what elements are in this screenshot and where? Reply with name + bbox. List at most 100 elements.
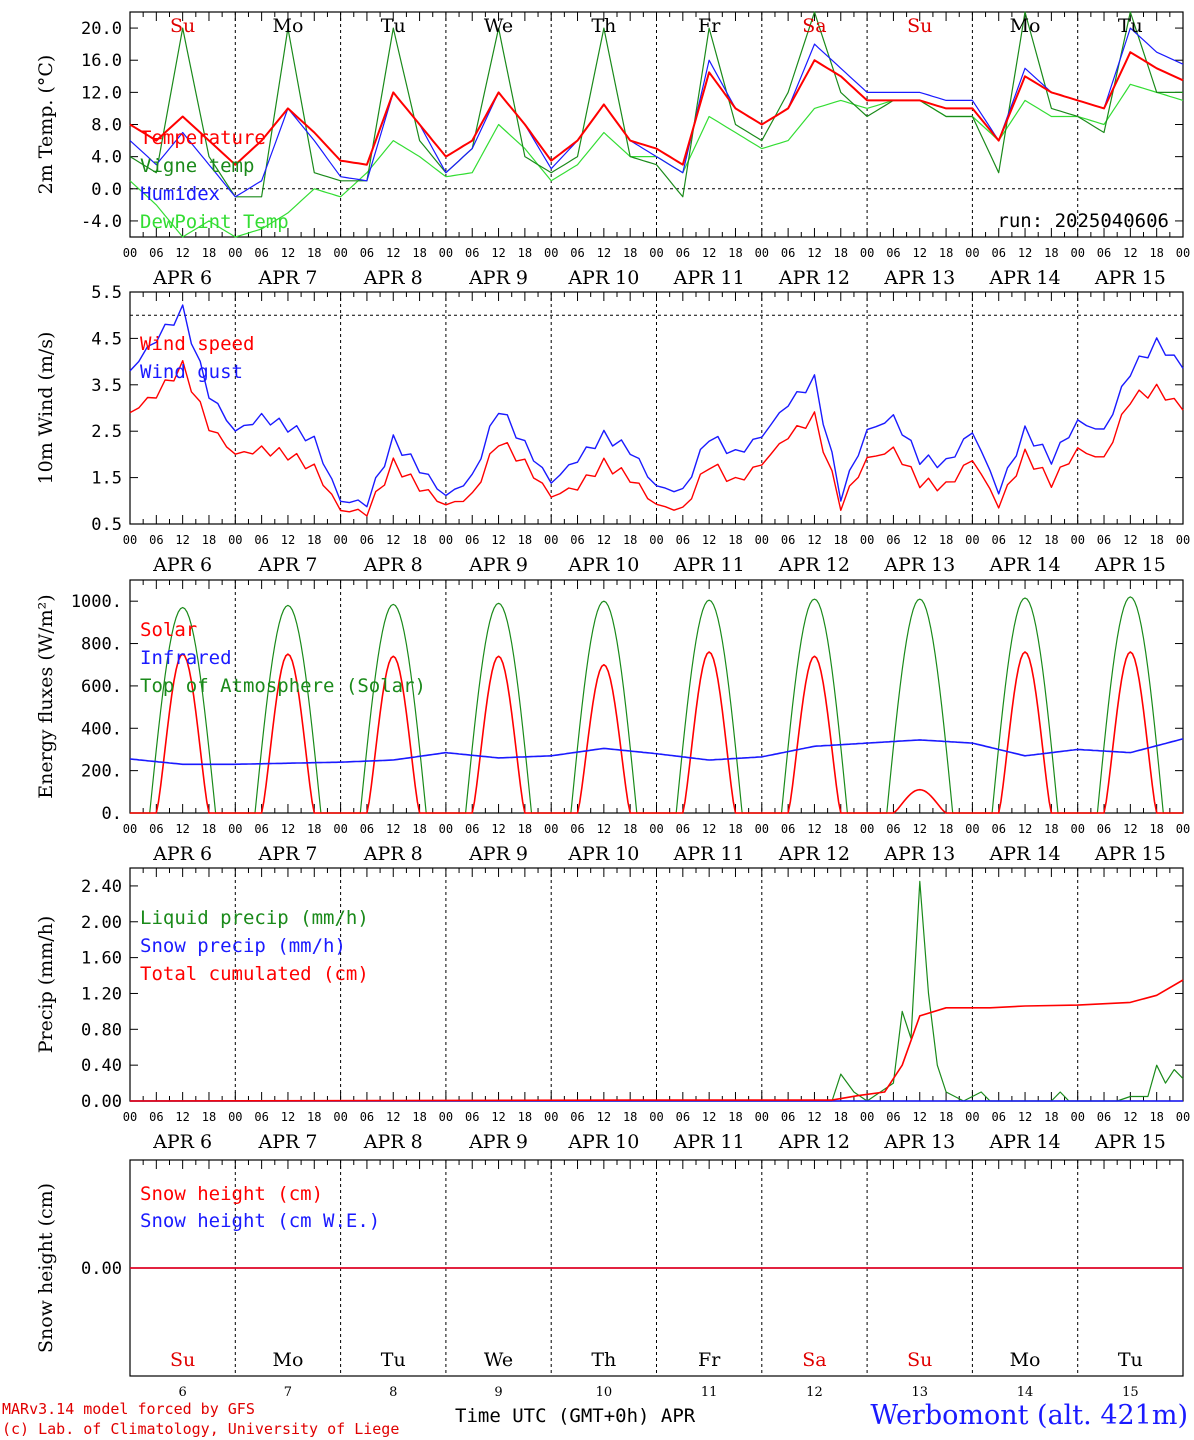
hour-tick-label: 00 xyxy=(649,1110,663,1124)
hour-tick-label: 12 xyxy=(913,1110,927,1124)
hour-tick-label: 12 xyxy=(491,1110,505,1124)
hour-tick-label: 06 xyxy=(781,822,795,836)
hour-tick-label: 06 xyxy=(570,533,584,547)
hour-tick-label: 12 xyxy=(597,822,611,836)
day-abbr: Tu xyxy=(381,1349,406,1371)
y-tick-label: 1.5 xyxy=(91,469,122,489)
hour-tick-label: 12 xyxy=(281,533,295,547)
y-tick-label: 0.5 xyxy=(91,515,122,535)
hour-tick-label: 18 xyxy=(518,1110,532,1124)
y-tick-label: 0.80 xyxy=(81,1020,122,1040)
hour-tick-label: 18 xyxy=(1044,822,1058,836)
date-label: APR 12 xyxy=(778,267,850,289)
hour-tick-label: 06 xyxy=(254,1110,268,1124)
hour-tick-label: 18 xyxy=(728,822,742,836)
hour-tick-label: 18 xyxy=(1149,822,1163,836)
hour-tick-label: 18 xyxy=(1044,246,1058,260)
hour-tick-label: 18 xyxy=(518,533,532,547)
hour-tick-label: 12 xyxy=(386,246,400,260)
hour-tick-label: 18 xyxy=(307,822,321,836)
series-temperature xyxy=(129,51,1184,166)
hour-tick-label: 06 xyxy=(886,246,900,260)
hour-tick-label: 12 xyxy=(386,1110,400,1124)
hour-tick-label: 06 xyxy=(360,246,374,260)
date-label: APR 15 xyxy=(1094,1131,1166,1153)
day-number: 9 xyxy=(494,1385,502,1400)
hour-tick-label: 12 xyxy=(597,246,611,260)
y-tick-label: 20.0 xyxy=(81,19,122,39)
hour-tick-label: 00 xyxy=(860,246,874,260)
day-abbr: Su xyxy=(907,15,932,37)
hour-tick-label: 12 xyxy=(1018,533,1032,547)
legend-snow-height-cm-w-e: Snow height (cm W.E.) xyxy=(140,1210,380,1232)
legend: Wind speed Wind gust xyxy=(140,333,254,383)
hour-tick-label: 18 xyxy=(623,822,637,836)
date-label: APR 14 xyxy=(989,843,1061,865)
hour-tick-label: 00 xyxy=(333,1110,347,1124)
date-label: APR 10 xyxy=(567,554,639,576)
day-abbr: Tu xyxy=(1118,15,1143,37)
hour-tick-label: 18 xyxy=(834,822,848,836)
series-solar xyxy=(130,651,1183,814)
legend: Liquid precip (mm/h) Snow precip (mm/h) To… xyxy=(140,907,369,985)
day-abbr: Mo xyxy=(1010,1349,1041,1371)
hour-tick-label: 00 xyxy=(1176,246,1190,260)
hour-tick-label: 00 xyxy=(228,1110,242,1124)
hour-tick-label: 00 xyxy=(333,822,347,836)
hour-tick-label: 12 xyxy=(491,822,505,836)
legend-liquid-precip-mm-h: Liquid precip (mm/h) xyxy=(140,907,369,929)
time-axis-4: 00 06 12 18 APR 6 00 06 12 18 APR 7 00 06 12 18 APR 8 0… xyxy=(123,1110,1190,1153)
hour-tick-label: 18 xyxy=(939,822,953,836)
hour-tick-label: 12 xyxy=(1123,822,1137,836)
hour-tick-label: 12 xyxy=(175,533,189,547)
date-label: APR 11 xyxy=(673,267,745,289)
date-label: APR 7 xyxy=(257,267,317,289)
hour-tick-label: 18 xyxy=(412,1110,426,1124)
hour-tick-label: 06 xyxy=(886,533,900,547)
hour-tick-label: 00 xyxy=(965,246,979,260)
hour-tick-label: 18 xyxy=(939,1110,953,1124)
hour-tick-label: 18 xyxy=(412,246,426,260)
day-abbr: Mo xyxy=(272,1349,303,1371)
hour-tick-label: 18 xyxy=(623,1110,637,1124)
hour-tick-label: 18 xyxy=(834,533,848,547)
hour-tick-label: 18 xyxy=(1044,533,1058,547)
hour-tick-label: 06 xyxy=(360,533,374,547)
hour-tick-label: 18 xyxy=(307,533,321,547)
hour-tick-label: 00 xyxy=(228,533,242,547)
hour-tick-label: 18 xyxy=(412,822,426,836)
hour-tick-label: 12 xyxy=(281,822,295,836)
y-tick-label: -4.0 xyxy=(81,212,122,232)
series-wind-gust xyxy=(129,304,1184,508)
date-label: APR 13 xyxy=(883,843,955,865)
hour-tick-label: 12 xyxy=(1123,533,1137,547)
hour-tick-label: 12 xyxy=(913,822,927,836)
hour-tick-label: 18 xyxy=(202,822,216,836)
hour-tick-label: 00 xyxy=(649,822,663,836)
day-number: 14 xyxy=(1017,1385,1034,1400)
date-label: APR 13 xyxy=(883,554,955,576)
legend-total-cumulated-cm: Total cumulated (cm) xyxy=(140,963,369,985)
hour-tick-label: 06 xyxy=(1097,1110,1111,1124)
hour-tick-label: 06 xyxy=(991,822,1005,836)
hour-tick-label: 18 xyxy=(1149,1110,1163,1124)
hour-tick-label: 06 xyxy=(781,1110,795,1124)
hour-tick-label: 06 xyxy=(360,1110,374,1124)
hour-tick-label: 00 xyxy=(1070,1110,1084,1124)
y-tick-label: 600. xyxy=(81,677,122,697)
day-abbr: Fr xyxy=(698,1349,721,1371)
day-abbr: Su xyxy=(907,1349,932,1371)
date-label: APR 15 xyxy=(1094,843,1166,865)
hour-tick-label: 12 xyxy=(597,1110,611,1124)
hour-tick-label: 00 xyxy=(755,246,769,260)
legend-solar: Solar xyxy=(140,619,197,641)
series-humidex xyxy=(129,27,1184,198)
hour-tick-label: 18 xyxy=(518,246,532,260)
time-axis-2: 00 06 12 18 APR 6 00 06 12 18 APR 7 00 06 12 18 APR 8 0… xyxy=(123,533,1190,576)
panel-2 xyxy=(129,291,1184,525)
y-tick-label: 1000. xyxy=(71,592,122,612)
hour-tick-label: 00 xyxy=(965,822,979,836)
day-number: 11 xyxy=(701,1385,718,1400)
hour-tick-label: 18 xyxy=(623,246,637,260)
y-axis-label: Energy fluxes (W/m²) xyxy=(35,594,57,798)
